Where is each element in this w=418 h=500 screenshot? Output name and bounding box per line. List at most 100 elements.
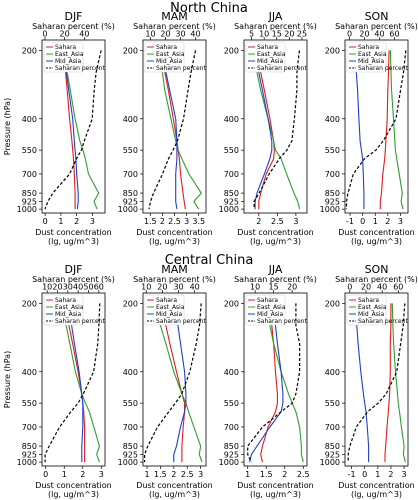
legend-box: [245, 294, 286, 326]
y-tick-label: 400: [22, 115, 37, 124]
x-axis-label: (lg, ug/m^3): [48, 237, 99, 246]
series-line-mid-asia: [161, 50, 178, 210]
x-tick-label: 1: [62, 470, 67, 479]
legend-label: Mid_Asia: [257, 311, 284, 318]
legend-label: Sahara: [55, 297, 76, 304]
y-tick-label: 925: [123, 450, 138, 459]
x-tick-label: -1: [348, 470, 356, 479]
y-tick-label: 400: [123, 115, 138, 124]
legend-label: Mid_Asia: [156, 311, 183, 318]
row-title-north-china: North China: [170, 1, 248, 16]
x-tick-label: 1.5: [154, 470, 167, 479]
y-tick-label: 850: [22, 442, 37, 451]
series-group: [252, 50, 301, 210]
plot-frame: [344, 292, 409, 467]
x2-tick-label: 30: [63, 283, 73, 292]
x-tick-label: 3: [90, 217, 95, 226]
series-line-saharan-percent: [148, 50, 197, 210]
x-tick-label: -1: [346, 217, 354, 226]
y-tick-label: 700: [22, 423, 37, 432]
series-line-east-asia: [252, 50, 301, 210]
x-tick-label: 2: [160, 217, 165, 226]
legend-box: [144, 41, 185, 73]
y-tick-label: 550: [325, 146, 340, 155]
legend-label: Saharan percent: [156, 65, 206, 72]
x-tick-label: 3: [198, 470, 203, 479]
y-tick-label: 550: [22, 399, 37, 408]
legend-label: Saharan percent: [156, 318, 206, 325]
y-tick-label: 200: [123, 46, 138, 55]
y-tick-label: 850: [325, 442, 340, 451]
plot-frame: [41, 39, 106, 214]
x-tick-label: 3: [184, 217, 189, 226]
x-tick-label: 0: [43, 470, 48, 479]
legend-label: Mid_Asia: [55, 58, 82, 65]
x-tick-label: 2.5: [168, 217, 181, 226]
legend-label: Mid_Asia: [257, 58, 284, 65]
x2-tick-label: 25: [297, 30, 307, 39]
legend-label: Saharan percent: [55, 318, 105, 325]
series-line-east-asia: [389, 50, 404, 210]
y-tick-label: 400: [22, 368, 37, 377]
series-line-sahara: [256, 50, 275, 210]
top-axis-label: Saharan percent (%): [133, 22, 216, 31]
plot-frame: [41, 292, 106, 467]
series-line-saharan-percent: [347, 303, 406, 463]
y-tick-label: 200: [325, 299, 340, 308]
x2-tick-label: 0: [347, 283, 352, 292]
y-tick-label: 925: [22, 197, 37, 206]
series-line-east-asia: [61, 303, 100, 463]
legend-label: Sahara: [156, 297, 177, 304]
x-tick-label: 1: [58, 217, 63, 226]
plot-frame: [243, 292, 308, 467]
legend-label: Sahara: [358, 297, 379, 304]
x2-tick-label: 40: [377, 283, 387, 292]
x2-tick-label: 40: [374, 30, 384, 39]
series-line-sahara: [159, 303, 186, 463]
series-line-mid-asia: [249, 303, 284, 463]
x-tick-label: 2: [256, 217, 261, 226]
legend-label: Mid_Asia: [55, 311, 82, 318]
x-axis-label: (lg, ug/m^3): [149, 237, 200, 246]
y-tick-label: 550: [224, 146, 239, 155]
legend-box: [245, 41, 286, 73]
x2-tick-label: 0: [347, 30, 352, 39]
x2-tick-label: 10: [145, 30, 155, 39]
series-group: [148, 50, 202, 210]
y-tick-label: 1000: [17, 205, 37, 214]
y-tick-label: 700: [22, 170, 37, 179]
x2-tick-label: 40: [190, 30, 200, 39]
y-tick-label: 200: [224, 299, 239, 308]
y-tick-label: 1000: [118, 205, 138, 214]
x-tick-label: 3: [402, 470, 407, 479]
legend-label: Mid_Asia: [358, 311, 385, 318]
x2-tick-label: 20: [160, 30, 170, 39]
y-tick-label: 850: [224, 189, 239, 198]
x-axis-label: Dust concentration: [136, 481, 212, 490]
x-tick-label: 2.5: [271, 217, 284, 226]
y-tick-label: 550: [325, 399, 340, 408]
y-tick-label: 400: [325, 368, 340, 377]
x2-tick-label: 0: [42, 30, 47, 39]
y-tick-label: 550: [22, 146, 37, 155]
y-tick-label: 850: [123, 189, 138, 198]
x-tick-label: 2: [388, 470, 393, 479]
y-tick-label: 925: [224, 197, 239, 206]
series-line-sahara: [379, 50, 390, 210]
top-axis-label: Saharan percent (%): [133, 275, 216, 284]
x-tick-label: 1: [245, 470, 250, 479]
panel-title: JJA: [268, 263, 283, 276]
plot-frame: [243, 39, 308, 214]
y-axis-label: Pressure (hPa): [3, 98, 12, 155]
x-tick-label: 2.5: [297, 470, 310, 479]
x2-tick-label: 60: [393, 283, 403, 292]
y-tick-label: 700: [224, 170, 239, 179]
y-tick-label: 850: [123, 442, 138, 451]
x2-tick-label: 40: [79, 30, 89, 39]
